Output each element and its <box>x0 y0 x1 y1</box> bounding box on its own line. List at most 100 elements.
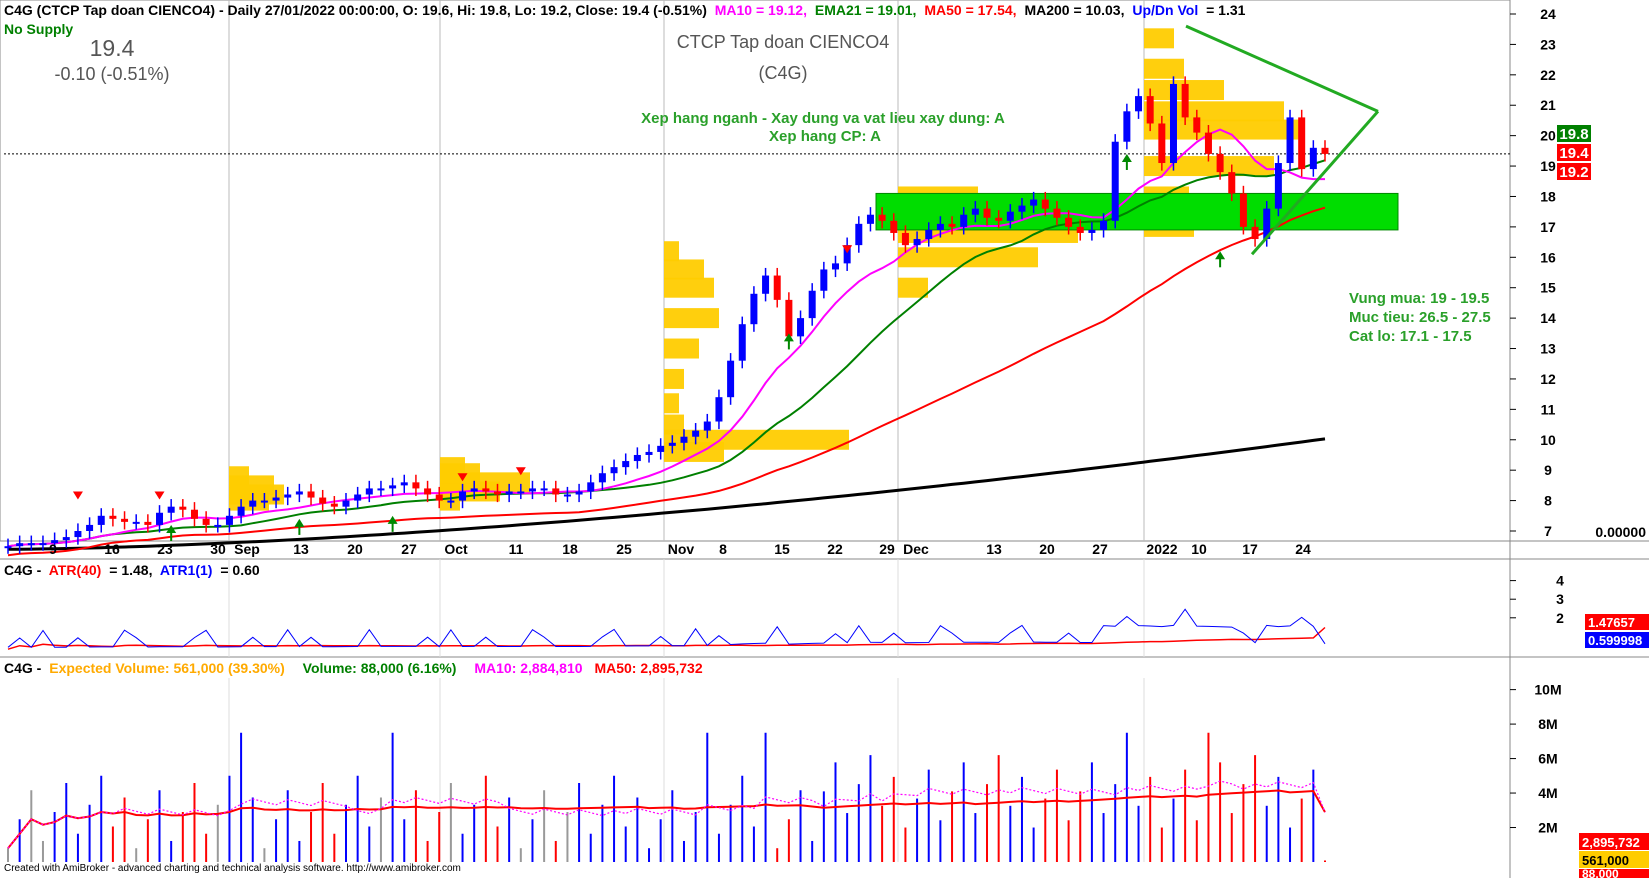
candle-body <box>16 543 24 547</box>
candle-body <box>62 537 70 541</box>
volume-badge: 88,000 <box>1582 867 1619 878</box>
x-tick-label: 2022 <box>1146 541 1177 557</box>
atr40-line <box>7 626 1326 650</box>
candle-body <box>167 506 175 513</box>
candle-body <box>913 239 921 246</box>
candle-body <box>214 524 222 527</box>
candle-body <box>1006 211 1014 221</box>
x-tick-label: 29 <box>879 541 895 557</box>
profile-bar <box>898 277 928 298</box>
buy-marker <box>166 525 177 533</box>
profile-bar <box>664 368 684 389</box>
y-tick-label: 18 <box>1540 188 1556 204</box>
candle-body <box>971 208 979 215</box>
x-tick-label: 17 <box>1242 541 1258 557</box>
atr-tick-label: 2 <box>1556 610 1564 626</box>
close-badge: 19.4 <box>1559 145 1589 162</box>
sell-marker <box>457 473 468 482</box>
candle-body <box>470 488 478 492</box>
candle-body <box>843 245 851 264</box>
zero-badge: 0.00000 <box>1595 524 1646 540</box>
candle-body <box>447 500 455 503</box>
candlesticks <box>4 76 1329 554</box>
candle-body <box>1053 208 1061 218</box>
candle-body <box>1123 111 1131 142</box>
candle-body <box>983 208 991 218</box>
volume-tick-label: 4M <box>1538 785 1557 801</box>
candle-body <box>1263 208 1271 240</box>
vol-ma10-label: MA10: 2,884,810 <box>474 660 582 676</box>
profile-bar <box>664 259 704 280</box>
atr-tick-label: 4 <box>1556 573 1564 589</box>
y-tick-label: 22 <box>1540 67 1556 83</box>
candle-body <box>1239 193 1247 227</box>
candle-body <box>144 521 152 525</box>
candle-body <box>295 491 303 495</box>
candle-body <box>715 397 723 422</box>
triangle-lower-line <box>1250 110 1380 256</box>
candle-body <box>424 488 432 495</box>
candle-body <box>901 232 909 246</box>
volume-tick-label: 2M <box>1538 820 1557 836</box>
candle-body <box>51 540 59 544</box>
candle-body <box>785 299 793 337</box>
candle-body <box>622 461 630 468</box>
x-tick-label: 20 <box>347 541 363 557</box>
footer-credit: Created with AmiBroker - advanced charti… <box>4 863 461 874</box>
candle-body <box>831 263 839 270</box>
y-tick-label: 14 <box>1540 310 1556 326</box>
candle-body <box>237 506 245 516</box>
buy-marker <box>387 515 398 524</box>
x-tick-label: 24 <box>1295 541 1311 557</box>
candle-body <box>389 485 397 489</box>
volume-label: Volume: 88,000 (6.16%) <box>303 660 457 676</box>
candle-body <box>948 223 956 227</box>
company-name: CTCP Tap doan CIENCO4 <box>677 32 889 52</box>
triangle-upper-line <box>1185 24 1379 113</box>
candle-body <box>820 269 828 291</box>
ema21-label: EMA21 = 19.01, <box>815 2 917 18</box>
candle-body <box>435 494 443 501</box>
volume-tick-label: 6M <box>1538 751 1557 767</box>
candle-body <box>1321 147 1329 154</box>
x-tick-label: 23 <box>157 541 173 557</box>
candle-body <box>202 518 210 525</box>
y-tick-label: 13 <box>1540 341 1556 357</box>
candle-body <box>1204 132 1212 154</box>
y-tick-label: 24 <box>1540 6 1556 22</box>
sell-marker <box>154 491 165 500</box>
candle-body <box>633 454 641 462</box>
atr-badges: 1.47657 0.599998 <box>1585 614 1649 648</box>
candle-body <box>727 360 735 398</box>
candle-body <box>866 214 874 224</box>
candle-body <box>97 515 105 525</box>
ma10-label: MA10 = 19.12, <box>715 2 807 18</box>
expected-volume-label: Expected Volume: 561,000 (39.30%) <box>49 660 285 676</box>
y-tick-label: 17 <box>1540 219 1556 235</box>
profile-bar <box>1144 101 1284 122</box>
candle-body <box>540 488 548 491</box>
candle-body <box>307 491 315 498</box>
candle-body <box>482 488 490 492</box>
volume-ma50-line <box>7 789 1326 849</box>
candle-body <box>272 497 280 501</box>
stock-rank: Xep hang CP: A <box>769 128 881 145</box>
close-badge-bg <box>1557 144 1591 161</box>
candle-body <box>109 515 117 519</box>
candle-body <box>459 491 467 501</box>
candle-body <box>1181 83 1189 118</box>
candle-body <box>517 491 525 494</box>
candle-body <box>668 442 676 446</box>
candle-body <box>284 494 292 498</box>
y-tick-label: 8 <box>1544 493 1552 509</box>
candle-body <box>190 509 198 519</box>
profile-bar <box>898 247 1038 268</box>
candle-body <box>1216 153 1224 173</box>
atr1-line <box>7 608 1326 649</box>
x-tick-label: 11 <box>509 541 524 557</box>
candle-body <box>762 275 770 294</box>
candle-body <box>598 473 606 483</box>
x-tick-label: Dec <box>903 541 929 557</box>
profile-bar <box>664 277 714 298</box>
